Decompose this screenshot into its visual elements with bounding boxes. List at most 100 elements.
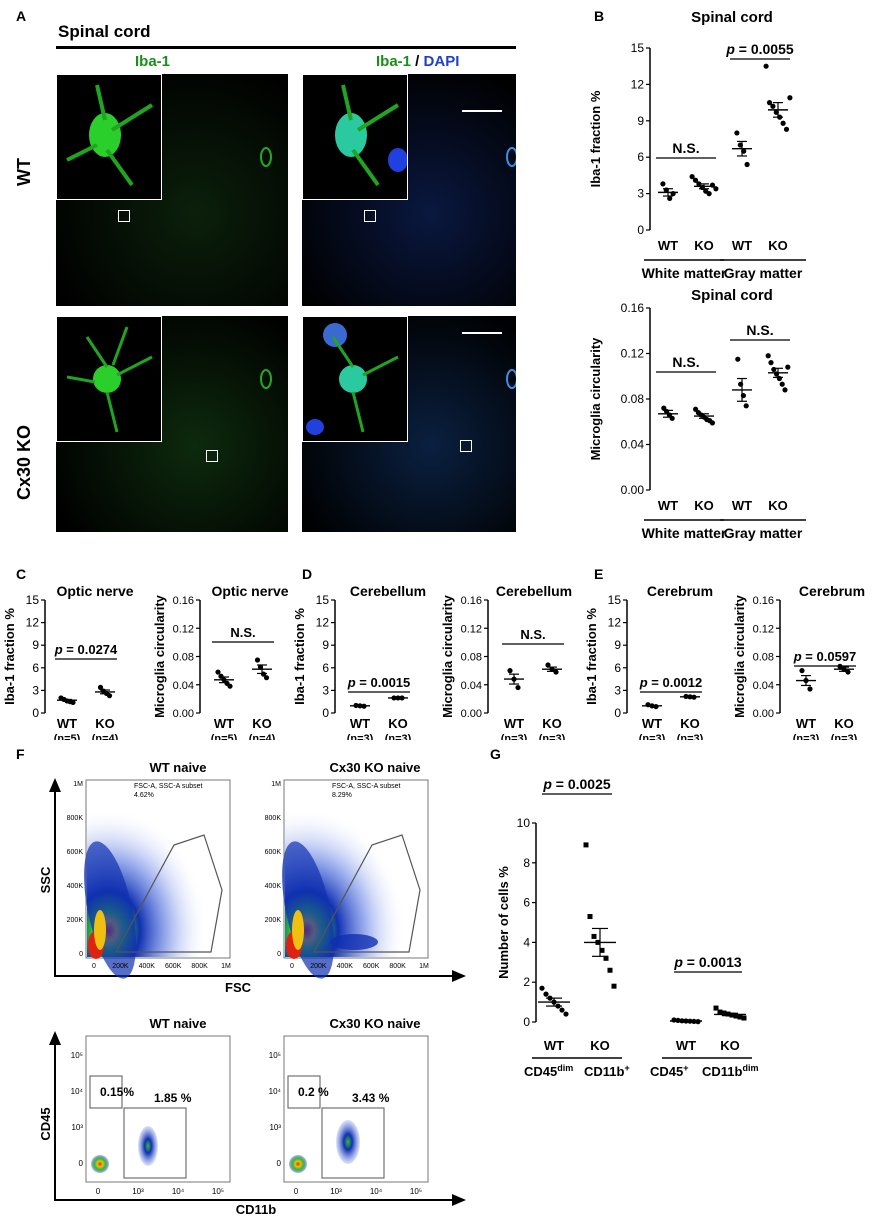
data-point	[763, 63, 769, 69]
y-tick-label: 3	[32, 683, 39, 697]
iba1-label: Iba-1	[376, 53, 412, 70]
flow-y-tick-label: 10⁵	[71, 1051, 83, 1060]
data-point	[689, 174, 695, 180]
chart-title: Spinal cord	[691, 9, 773, 26]
p-value: = 0.0015	[356, 675, 411, 690]
group-category-cd11bdim: CD11bdim	[702, 1063, 758, 1079]
gate-pct: 8.29%	[332, 792, 352, 799]
y-tick-label: 0	[32, 706, 39, 720]
y-tick-label: 0.04	[621, 438, 645, 452]
p-symbol: p	[54, 642, 63, 657]
y-tick-label: 0.12	[753, 623, 774, 635]
flow-x-label-fsc: FSC	[225, 980, 252, 995]
significance-label: p = 0.0012	[639, 675, 703, 690]
data-point	[779, 381, 785, 387]
p-value: = 0.0274	[63, 642, 118, 657]
vessel-ring	[260, 369, 272, 389]
group-label: KO	[590, 1038, 610, 1053]
zoom-inset	[302, 316, 408, 442]
flow-plot-ko-cd45-cd11b: 0.2 % 3.43 %	[283, 1035, 429, 1183]
group-label: KO	[834, 716, 854, 731]
data-point	[599, 947, 605, 953]
chart-d-circularity: Cerebellum Microglia circularity 0.00 0.04 0…	[440, 583, 572, 740]
y-tick-label: 3	[637, 187, 644, 201]
data-point	[607, 967, 613, 973]
row-label-wt: WT	[14, 158, 34, 186]
p-symbol: p	[673, 954, 683, 970]
significance-label: p = 0.0055	[725, 41, 794, 57]
microglia-cell-image	[335, 84, 408, 187]
y-axis-label: Iba-1 fraction %	[584, 608, 599, 705]
significance-label: N.S.	[520, 627, 545, 642]
y-tick-label: 0.16	[173, 595, 194, 607]
flow-y-label-ssc: SSC	[38, 866, 53, 893]
y-axis-label: Microglia circularity	[440, 594, 455, 718]
flow-y-tick-label: 200K	[265, 917, 282, 924]
group-label: KO	[680, 716, 700, 731]
data-point	[735, 356, 741, 362]
iba1-column-label: Iba-1	[135, 53, 171, 70]
flow-x-label-cd11b: CD11b	[236, 1202, 277, 1217]
group-label: WT	[57, 716, 77, 731]
y-tick-label: 0.08	[173, 652, 194, 664]
y-tick-label: 0	[322, 706, 329, 720]
label-main: CD11b	[702, 1064, 743, 1079]
micrograph-wt-merge	[302, 74, 516, 306]
gate-cd11b-pos	[123, 1107, 187, 1179]
y-tick-label: 0.04	[753, 680, 774, 692]
flow-y-tick-label: 10³	[71, 1123, 83, 1132]
chart-title: Cerebrum	[647, 583, 713, 599]
significance-label: p = 0.0597	[793, 649, 857, 664]
data-point	[766, 100, 773, 106]
flow-y-tick-label: 400K	[265, 883, 282, 890]
y-tick-label: 6	[322, 661, 329, 675]
p-value: = 0.0025	[552, 776, 611, 792]
data-point	[807, 686, 813, 692]
label-sup: dim	[742, 1063, 758, 1073]
flow-title-ko-bottom: Cx30 KO naive	[329, 1016, 420, 1031]
flow-x-tick-label: 10⁴	[172, 1187, 185, 1196]
group-label: KO	[768, 238, 788, 253]
data-point	[545, 662, 551, 668]
data-point	[603, 955, 609, 961]
pct-cd11b-pos: 1.85 %	[154, 1091, 192, 1105]
y-tick-label: 0.00	[461, 708, 482, 720]
p-value: = 0.0055	[735, 41, 794, 57]
roi-box	[460, 440, 472, 452]
data-point	[227, 683, 233, 689]
scale-bar	[462, 332, 502, 334]
p-symbol: p	[542, 776, 552, 792]
gate-label: FSC-A, SSC-A subset	[332, 783, 401, 790]
y-tick-label: 0.00	[621, 483, 645, 497]
y-tick-label: 15	[26, 593, 40, 607]
data-point	[737, 1014, 743, 1020]
data-point	[515, 684, 521, 691]
data-point	[743, 403, 749, 409]
p-symbol: p	[793, 649, 802, 664]
group-label: KO	[252, 716, 272, 731]
flow-x-tick-label: 600K	[363, 963, 380, 970]
group-label: WT	[732, 238, 752, 253]
zoom-inset	[302, 74, 408, 200]
y-tick-label: 10	[517, 816, 531, 830]
flow-y-tick-label: 0	[277, 951, 281, 958]
data-point	[706, 191, 712, 197]
data-point	[660, 181, 666, 187]
significance-label: p = 0.0274	[54, 642, 118, 657]
flow-title-ko-top: Cx30 KO naive	[329, 760, 420, 775]
group-label: KO	[542, 716, 562, 731]
flow-x-tick-label: 800K	[191, 963, 208, 970]
y-tick-label: 0.12	[461, 623, 482, 635]
data-point	[782, 387, 788, 393]
y-tick-label: 15	[316, 593, 330, 607]
flow-y-tick-label: 10⁵	[269, 1051, 281, 1060]
flow-title-wt-top: WT naive	[149, 760, 206, 775]
y-tick-label: 0.16	[621, 301, 645, 315]
panel-label-d: D	[302, 566, 313, 582]
flow-x-tick-label: 400K	[337, 963, 354, 970]
roi-box	[206, 450, 218, 462]
y-tick-label: 12	[316, 616, 330, 630]
gate-label: FSC-A, SSC-A subset	[134, 783, 203, 790]
chart-e-iba1-fraction: Cerebrum Iba-1 fraction % 0 3 6 9 12 15 WT (n=3) K…	[584, 583, 713, 740]
flow-x-tick-label: 200K	[310, 963, 327, 970]
